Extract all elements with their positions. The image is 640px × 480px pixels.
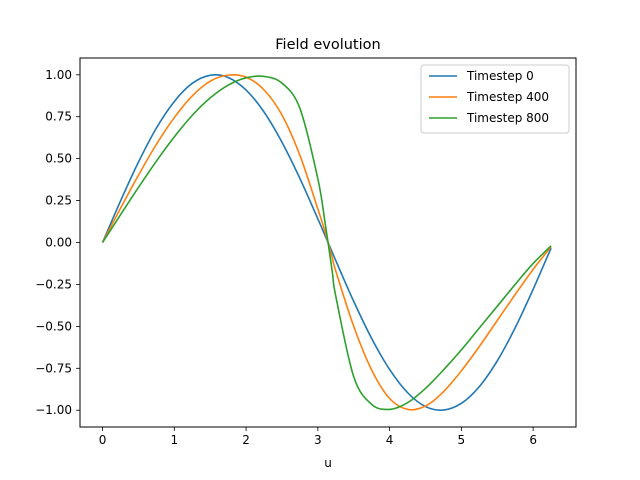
x-tick-label: 5 <box>458 433 466 447</box>
y-tick-label: −0.75 <box>35 361 72 375</box>
y-tick-label: 1.00 <box>45 68 72 82</box>
chart-title: Field evolution <box>275 37 380 53</box>
legend-label-0: Timestep 0 <box>466 69 534 83</box>
plot-area <box>101 73 552 411</box>
legend-label-1: Timestep 400 <box>466 90 549 104</box>
y-tick-label: 0.00 <box>45 236 72 250</box>
x-tick-label: 6 <box>529 433 537 447</box>
y-tick-label: 0.50 <box>45 152 72 166</box>
x-tick-label: 0 <box>99 433 107 447</box>
y-tick-label: −0.25 <box>35 277 72 291</box>
y-tick-label: −0.50 <box>35 319 72 333</box>
series-line-2 <box>101 75 552 411</box>
y-tick-label: 0.75 <box>45 110 72 124</box>
legend-box <box>420 64 570 134</box>
axes: 0 1 2 3 4 5 6 −1.00 −0.75 −0.50 −0.25 0.00 0.25 0.50 0… <box>35 57 577 447</box>
legend-label-2: Timestep 800 <box>466 111 549 125</box>
x-tick-label: 2 <box>242 433 250 447</box>
x-tick-label: 3 <box>314 433 322 447</box>
y-tick-label: −1.00 <box>35 403 72 417</box>
y-tick-label: 0.25 <box>45 194 72 208</box>
x-axis-label: u <box>324 456 332 470</box>
legend: Timestep 0 Timestep 400 Timestep 800 <box>420 64 570 134</box>
x-tick-label: 1 <box>170 433 178 447</box>
x-tick-label: 4 <box>386 433 394 447</box>
